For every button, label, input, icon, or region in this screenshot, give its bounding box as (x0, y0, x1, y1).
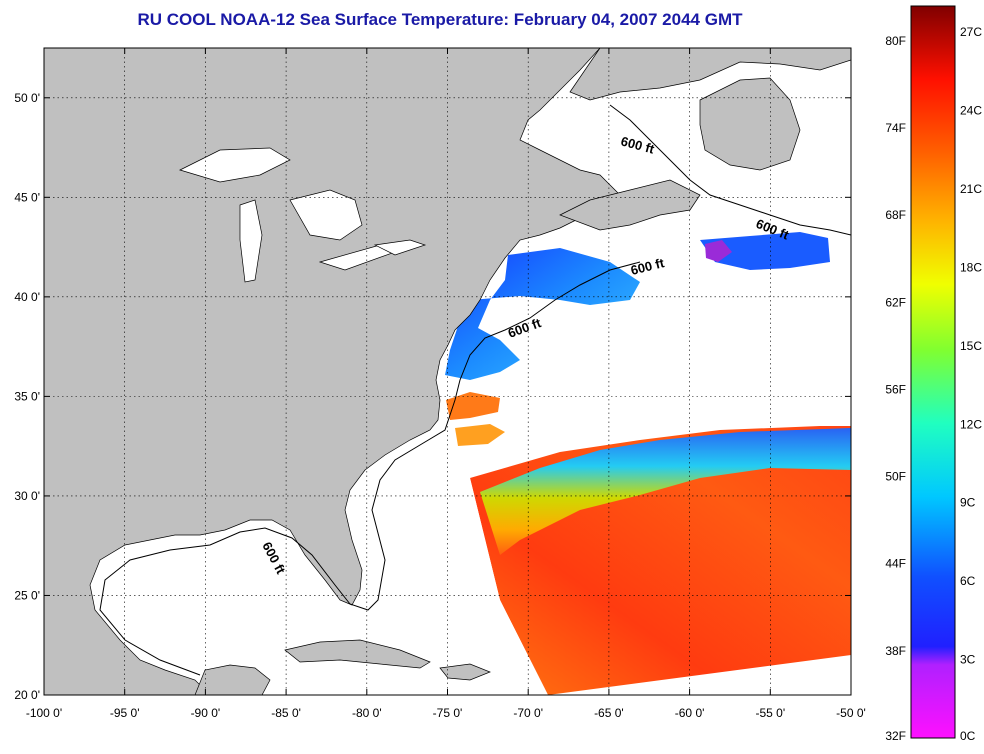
y-tick-label: 40 0' (14, 290, 40, 304)
hatteras-warm-streak (446, 392, 500, 420)
great-lakes (179, 147, 427, 283)
y-tick-label: 45 0' (14, 190, 40, 204)
cuba-land (284, 639, 431, 669)
no-data-region (420, 440, 548, 695)
latitude-axis: 50 0' 45 0' 40 0' 35 0' 30 0' 25 0' 20 0' (14, 91, 851, 702)
y-tick-label: 50 0' (14, 91, 40, 105)
newfoundland-land (699, 77, 801, 171)
x-tick-label: -90 0' (191, 706, 221, 720)
x-tick-label: -95 0' (110, 706, 140, 720)
hatteras-warm-streak-2 (455, 424, 505, 446)
x-tick-label: -55 0' (755, 706, 785, 720)
coastal-cold-water (445, 248, 640, 380)
purple-cold-patch (705, 240, 732, 262)
x-tick-label: -65 0' (594, 706, 624, 720)
labrador-land (569, 48, 851, 101)
x-tick-label: -50 0' (836, 706, 866, 720)
x-tick-label: -80 0' (352, 706, 382, 720)
gulf-stream-front (480, 428, 851, 555)
y-tick-label: 25 0' (14, 588, 40, 602)
x-tick-label: -60 0' (675, 706, 705, 720)
x-tick-label: -85 0' (271, 706, 301, 720)
bathymetry-contour-600ft (99, 104, 851, 676)
longitude-axis: -100 0' -95 0' -90 0' -85 0' -80 0' -75 0' -70… (26, 48, 866, 720)
yucatan-land (194, 664, 271, 695)
x-tick-label: -70 0' (513, 706, 543, 720)
y-tick-label: 35 0' (14, 389, 40, 403)
x-tick-label: -75 0' (433, 706, 463, 720)
maritimes-land (559, 179, 701, 231)
x-tick-label: -100 0' (26, 706, 62, 720)
y-tick-label: 20 0' (14, 688, 40, 702)
y-tick-label: 30 0' (14, 489, 40, 503)
map-title: RU COOL NOAA-12 Sea Surface Temperature:… (137, 10, 743, 29)
north-america-land (44, 48, 621, 695)
scotian-shelf-water (700, 232, 830, 270)
hispaniola-land (439, 663, 491, 681)
